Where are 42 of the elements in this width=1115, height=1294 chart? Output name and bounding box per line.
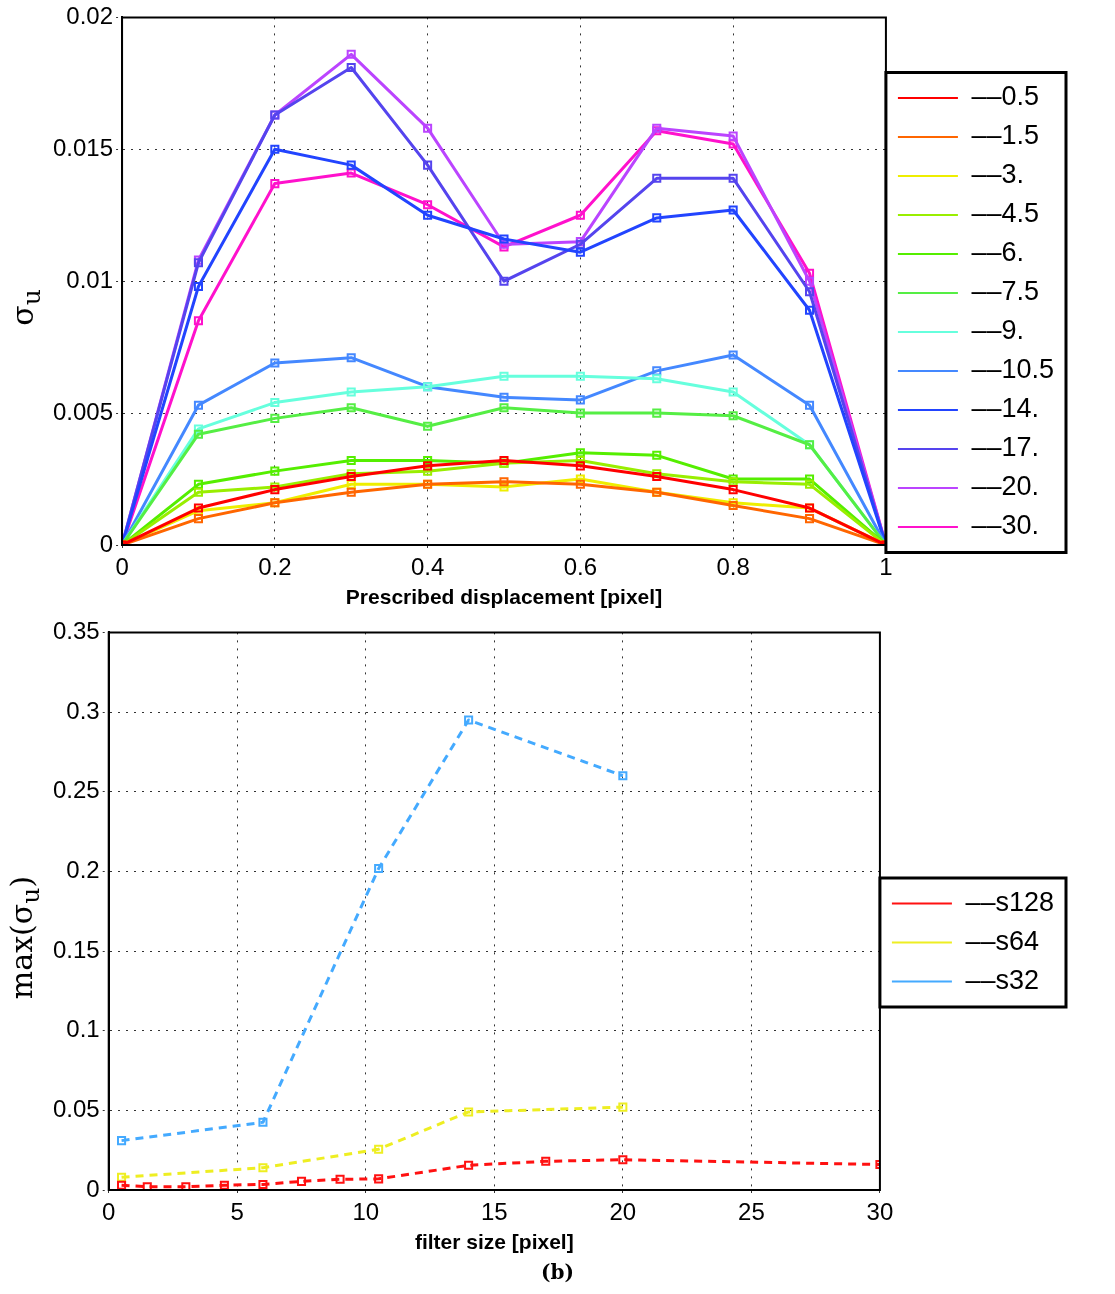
- y-tick-label: 0.35: [52, 617, 100, 645]
- legend-label: ––s64: [965, 925, 1039, 956]
- x-axis-title: Prescribed displacement [pixel]: [345, 585, 663, 609]
- x-tick-label: 5: [230, 1198, 244, 1226]
- y-tick-label: 0.005: [53, 397, 114, 425]
- x-tick-label: 1: [879, 553, 893, 581]
- x-tick-label: 20: [609, 1198, 637, 1226]
- x-tick-label: 15: [480, 1198, 508, 1226]
- legend-label: ––14.: [971, 393, 1039, 424]
- x-tick-label: 30: [866, 1198, 894, 1226]
- x-tick-label: 0.6: [563, 553, 598, 581]
- y-tick-label: 0.1: [66, 1015, 100, 1043]
- y-tick-label: 0: [86, 1174, 100, 1202]
- legend-label: ––20.: [971, 471, 1039, 502]
- legend-label: ––1.5: [971, 120, 1039, 151]
- text: (b): [540, 1260, 575, 1284]
- legend-label: ––s128: [965, 886, 1055, 917]
- legend-label: ––9.: [971, 315, 1024, 346]
- y-tick-label: 0.015: [53, 133, 114, 161]
- x-tick-label: 0.2: [258, 553, 292, 581]
- legend-label: ––10.5: [971, 354, 1055, 385]
- y-tick-label: 0.05: [52, 1094, 100, 1122]
- x-tick-label: 25: [738, 1198, 765, 1226]
- y-tick-label: 0.02: [66, 2, 114, 30]
- y-tick-label: 0: [99, 529, 114, 557]
- x-axis-title: filter size [pixel]: [414, 1230, 574, 1254]
- legend-label: ––s32: [965, 964, 1039, 995]
- y-tick-label: 0.15: [52, 935, 100, 963]
- legend-label: ––4.5: [971, 198, 1039, 229]
- x-tick-label: 10: [352, 1198, 380, 1226]
- y-tick-label: 0.3: [66, 696, 100, 724]
- y-tick-label: 0.25: [52, 776, 100, 804]
- legend-label: ––30.: [971, 510, 1039, 541]
- legend-label: ––7.5: [971, 276, 1039, 307]
- y-tick-label: 0.01: [66, 265, 114, 293]
- y-tick-label: 0.2: [66, 856, 100, 883]
- x-tick-label: 0.8: [716, 553, 750, 581]
- legend-label: ––17.: [971, 432, 1039, 463]
- legend-label: ––3.: [971, 159, 1024, 190]
- legend-label: ––0.5: [971, 81, 1039, 112]
- x-tick-label: 0.4: [410, 553, 445, 581]
- legend-label: ––6.: [971, 237, 1024, 268]
